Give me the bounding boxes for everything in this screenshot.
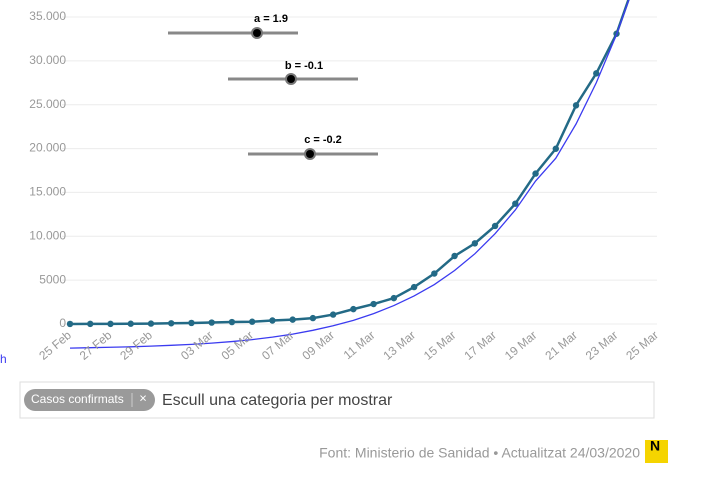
- x-tick-label: 09 Mar: [299, 328, 337, 363]
- slider[interactable]: c = -0.2: [248, 134, 378, 160]
- chip-close[interactable]: ×: [139, 390, 147, 405]
- slider-handle[interactable]: [304, 148, 316, 160]
- data-point: [269, 317, 276, 324]
- data-point: [552, 145, 559, 152]
- x-tick-label: 07 Mar: [259, 328, 297, 363]
- data-point: [593, 70, 600, 77]
- y-tick-label: 25.000: [29, 97, 66, 111]
- source-note: Font: Ministerio de Sanidad • Actualitza…: [319, 445, 640, 461]
- x-tick-label: 25 Mar: [623, 328, 661, 363]
- grid-layer: 0 5000 10.000 15.000 20.000 25.000 30.000 35.00…: [29, 9, 657, 330]
- slider-label: a = 1.9: [254, 13, 288, 25]
- data-point: [309, 314, 317, 322]
- data-point: [451, 252, 458, 260]
- data-point: [66, 320, 74, 328]
- data-point: [248, 318, 256, 325]
- data-point: [350, 305, 357, 313]
- x-tick-label: 27 Feb: [77, 328, 115, 363]
- x-tick-label: 29 Feb: [117, 328, 155, 363]
- x-tick-label: 11 Mar: [341, 328, 378, 362]
- data-point: [208, 319, 215, 326]
- x-tick-label: 05 Mar: [219, 328, 257, 363]
- filter-chip[interactable]: [24, 389, 155, 411]
- data-point: [87, 320, 94, 328]
- slider-handle[interactable]: [285, 73, 297, 85]
- slider-label: c = -0.2: [304, 134, 342, 146]
- logo: [645, 440, 668, 463]
- function-label: h: [0, 352, 7, 366]
- data-point: [329, 311, 337, 318]
- slider-label: b = -0.1: [285, 60, 323, 72]
- data-point: [147, 320, 155, 327]
- data-point: [228, 318, 236, 326]
- data-point: [390, 294, 398, 302]
- y-tick-label: 5000: [39, 272, 66, 286]
- slider[interactable]: a = 1.9: [168, 13, 298, 39]
- x-axis-labels: 25 Feb 27 Feb 29 Feb 03 Mar 05 Mar 07 Mar 09 M…: [36, 328, 661, 363]
- data-point: [188, 319, 195, 327]
- x-tick-label: 21 Mar: [542, 328, 580, 363]
- y-tick-label: 30.000: [29, 53, 66, 67]
- x-tick-label: 03 Mar: [178, 328, 216, 363]
- data-point: [370, 300, 377, 308]
- data-point: [491, 222, 499, 230]
- data-point: [410, 283, 418, 291]
- data-point: [107, 320, 114, 328]
- series-line: [69, 0, 630, 349]
- y-tick-label: 0: [59, 316, 66, 330]
- data-point: [532, 170, 539, 177]
- data-point: [289, 316, 296, 323]
- data-point: [168, 320, 175, 327]
- y-tick-label: 35.000: [29, 9, 66, 23]
- slider-handle[interactable]: [251, 27, 263, 39]
- y-tick-label: 15.000: [29, 185, 66, 199]
- y-tick-label: 20.000: [29, 141, 66, 155]
- x-tick-label: 15 Mar: [421, 328, 459, 363]
- slider[interactable]: b = -0.1: [228, 60, 358, 85]
- x-tick-label: 23 Mar: [583, 328, 621, 363]
- x-tick-label: 19 Mar: [502, 328, 540, 363]
- logo-text: N: [650, 438, 660, 454]
- data-point: [127, 320, 134, 327]
- x-tick-label: 13 Mar: [380, 328, 418, 363]
- filter-placeholder[interactable]: Escull una categoria per mostrar: [162, 392, 393, 409]
- data-point: [471, 240, 479, 247]
- x-tick-label: 17 Mar: [461, 328, 499, 363]
- plot-layer: [66, 0, 630, 349]
- y-tick-label: 10.000: [29, 228, 66, 242]
- chip-label: Casos confirmats: [31, 392, 124, 406]
- data-point: [572, 102, 580, 109]
- x-tick-label: 25 Feb: [36, 328, 74, 363]
- data-point: [431, 270, 438, 277]
- data-point: [512, 200, 519, 207]
